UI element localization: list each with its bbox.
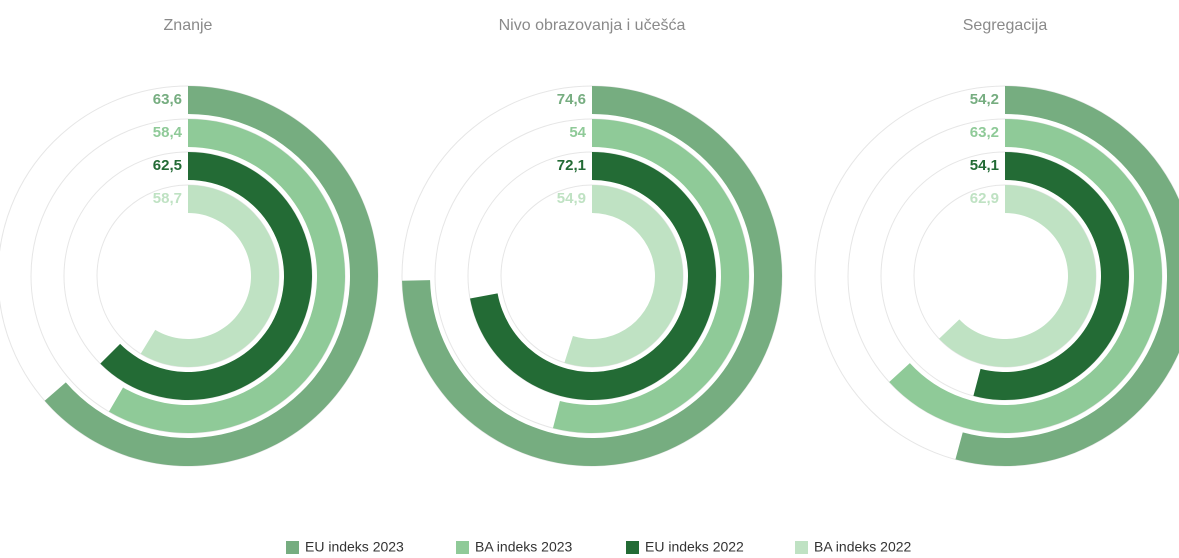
value-label: 54,1 (970, 157, 999, 174)
ring-bar (939, 185, 1097, 367)
value-label: 72,1 (557, 157, 586, 174)
ring-bar (44, 86, 378, 466)
value-label: 62,9 (970, 190, 999, 207)
legend-swatch (286, 541, 299, 554)
ring-bar (889, 119, 1162, 434)
legend-label: EU indeks 2023 (305, 539, 404, 555)
panel-title: Znanje (164, 17, 213, 34)
value-label: 63,6 (153, 91, 182, 108)
value-label: 63,2 (970, 124, 999, 141)
value-label: 58,4 (153, 124, 183, 141)
panel-title: Segregacija (963, 17, 1048, 34)
value-label: 74,6 (557, 91, 586, 108)
ring-bar (564, 185, 684, 368)
legend-label: BA indeks 2022 (814, 539, 912, 555)
value-label: 58,7 (153, 190, 182, 207)
ring-bar (973, 152, 1130, 401)
legend-swatch (456, 541, 469, 554)
value-label: 54,9 (557, 190, 586, 207)
value-label: 62,5 (153, 157, 182, 174)
legend-label: EU indeks 2022 (645, 539, 744, 555)
ring-bar (100, 152, 312, 400)
legend-swatch (795, 541, 808, 554)
legend-swatch (626, 541, 639, 554)
panel-title: Nivo obrazovanja i učešća (499, 17, 686, 34)
ring-bar (140, 185, 279, 367)
legend-label: BA indeks 2023 (475, 539, 573, 555)
value-label: 54,2 (970, 91, 999, 108)
ring-bar (108, 119, 346, 433)
value-label: 54 (569, 124, 586, 141)
ring-bar (552, 119, 749, 433)
